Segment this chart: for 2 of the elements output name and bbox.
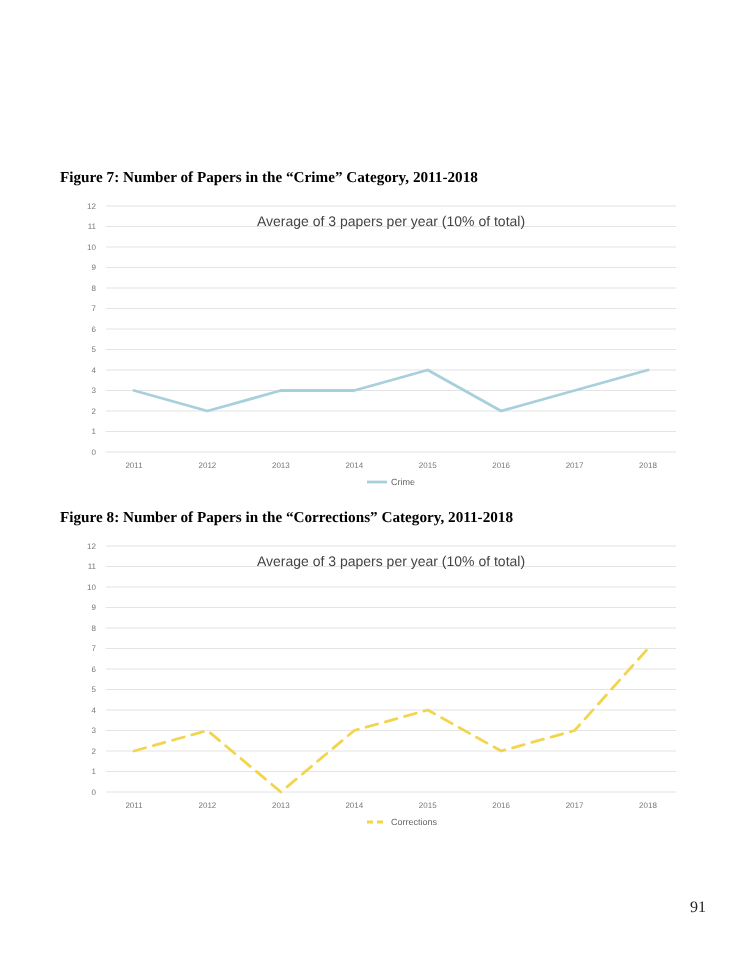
line-series [132,647,650,794]
text: 91 [690,898,706,916]
